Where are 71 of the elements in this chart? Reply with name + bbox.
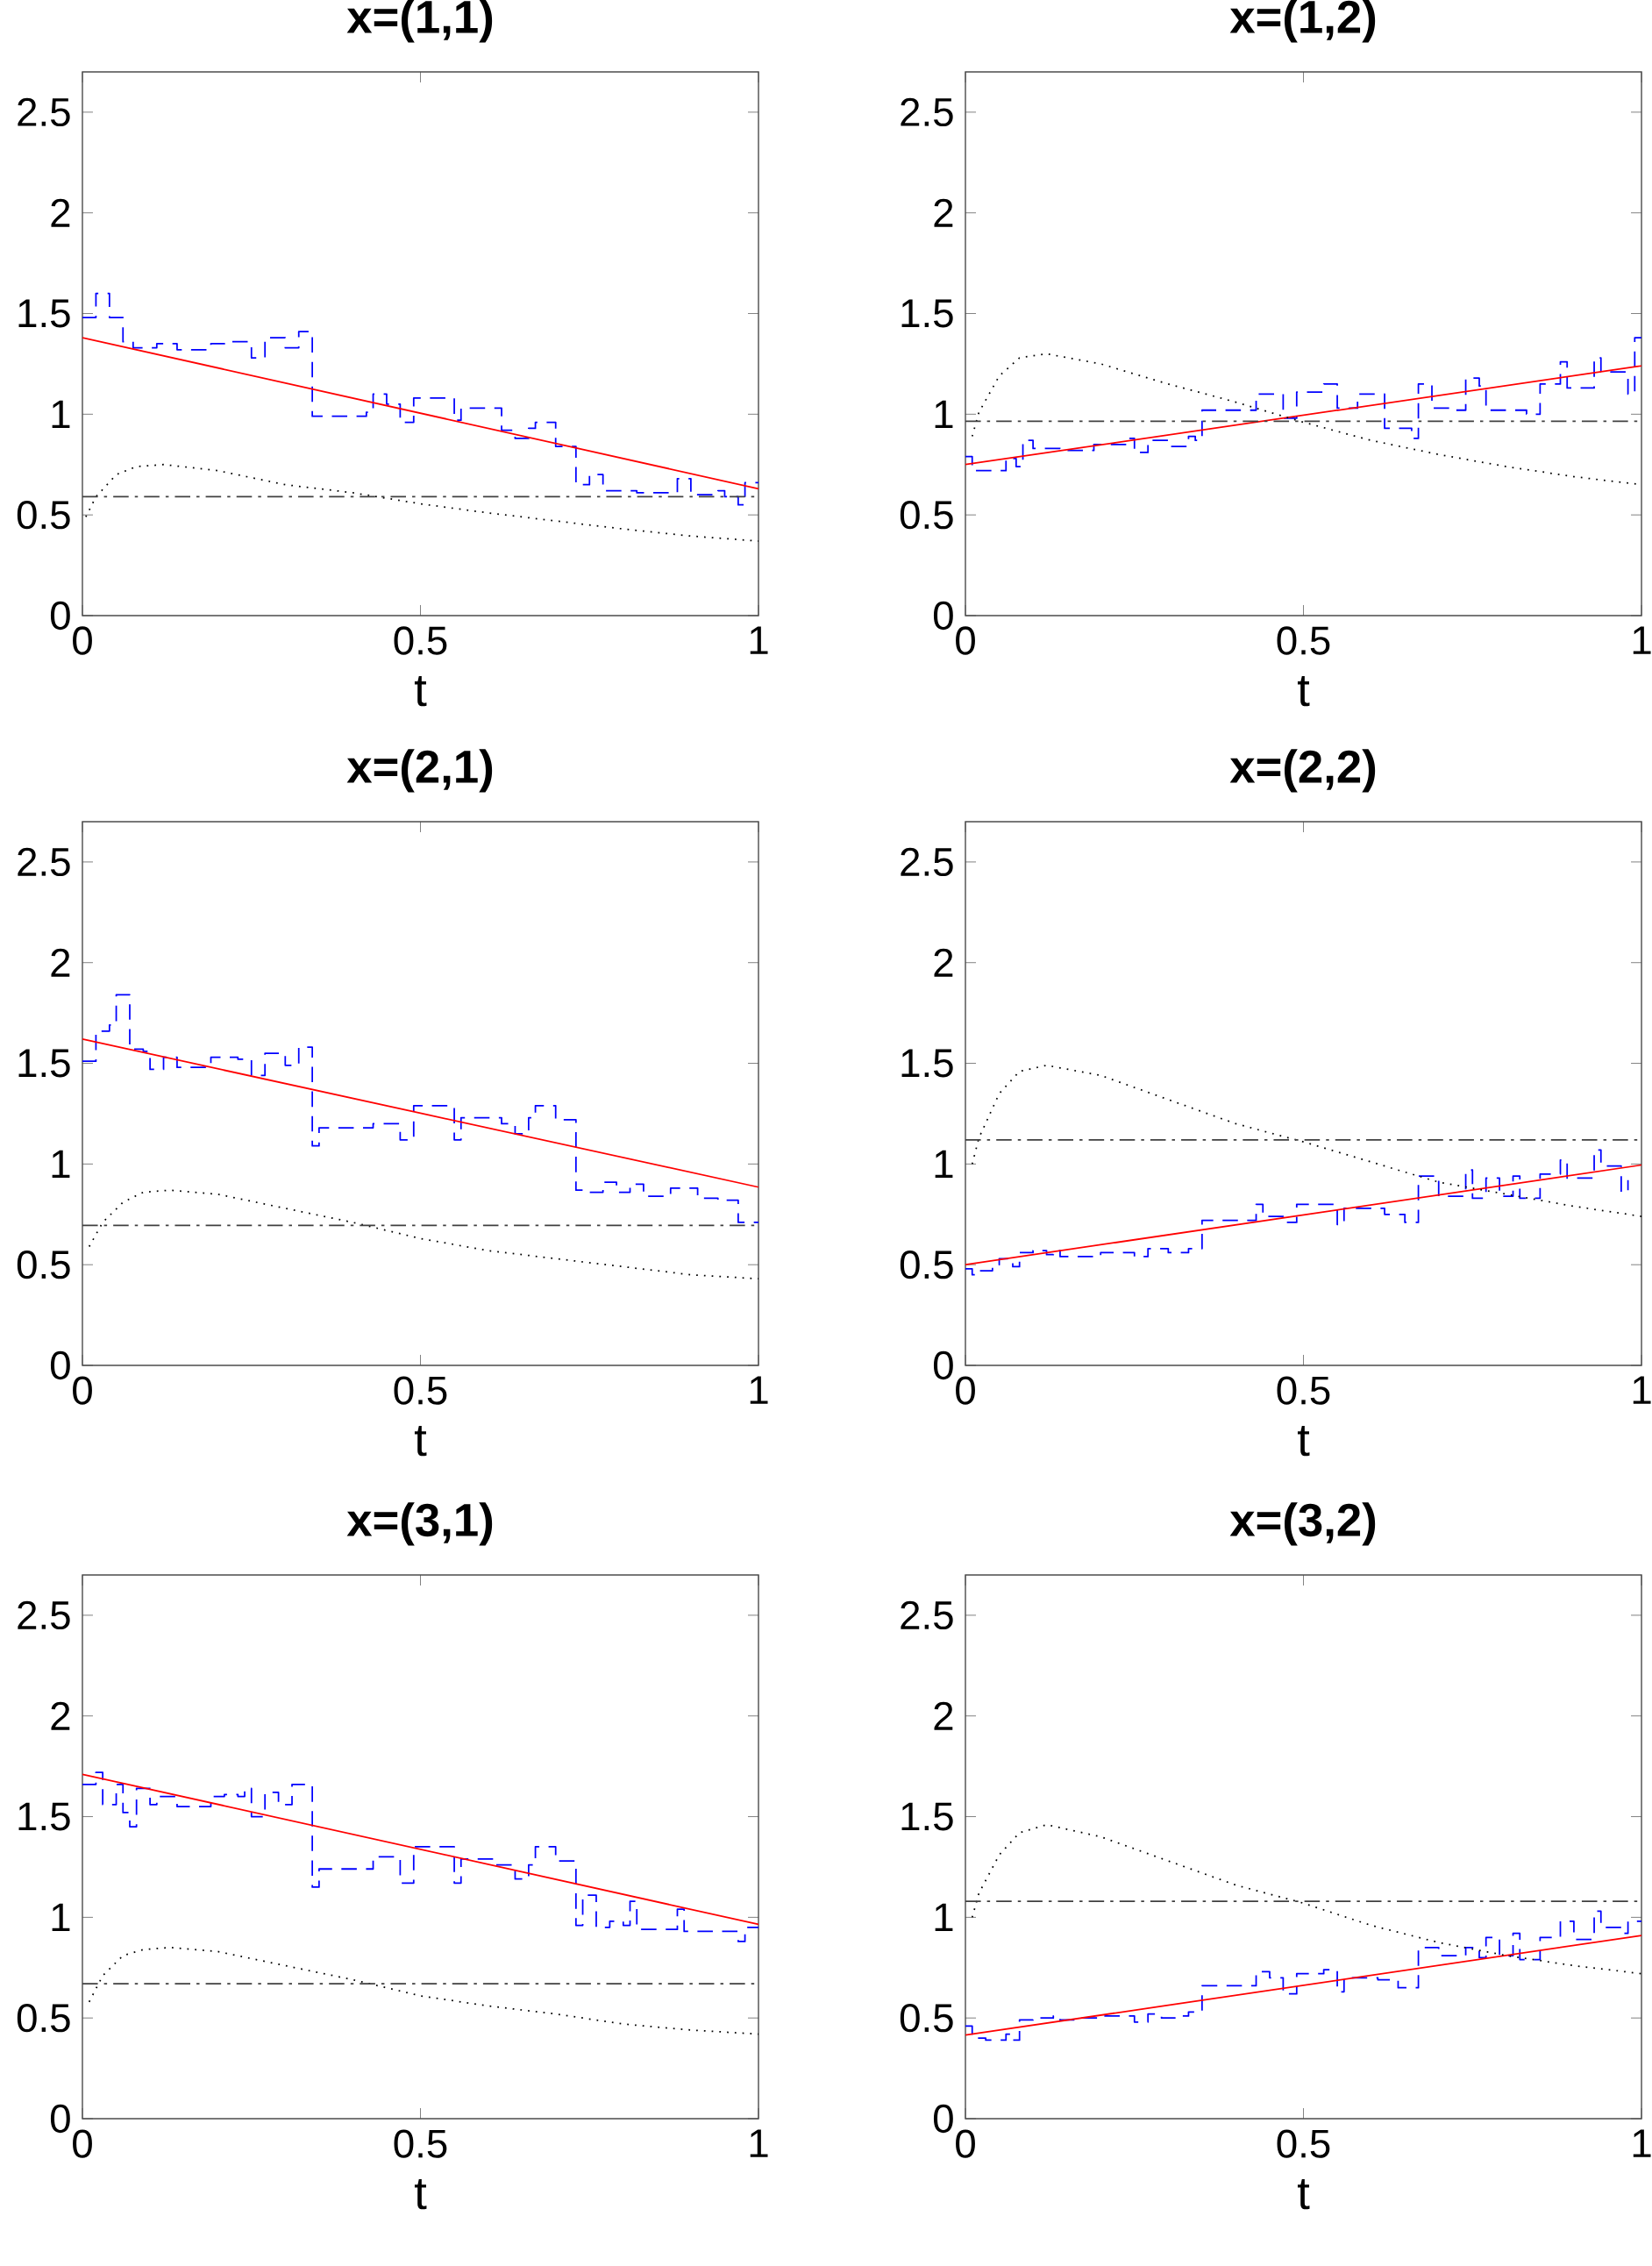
y-tick-label: 1 [52,1150,70,1179]
y-tick-label: 2.5 [901,1600,953,1630]
y-tick-label: 1.5 [901,1049,953,1078]
x-tick-label: 1 [1633,2129,1651,2157]
y-tick-label: 1.5 [18,1802,70,1831]
x-tick-label: 1 [750,1376,768,1404]
y-tick-label: 2.5 [18,1600,70,1630]
x-tick-label: 0.5 [394,2129,447,2158]
y-tick-label: 0.5 [17,2004,70,2033]
y-tick-label: 2 [934,198,953,227]
x-axis-title: t [1297,2178,1310,2210]
x-tick-label: 0.5 [1277,626,1330,655]
y-tick-label: 0.5 [900,1250,953,1279]
y-tick-label: 0 [50,1350,70,1380]
y-tick-label: 1.5 [901,1802,953,1831]
y-tick-label: 0.5 [17,1250,70,1279]
chart-title: x=(3,2) [1229,1502,1376,1546]
y-tick-label: 0.5 [17,500,70,530]
y-tick-label: 2.5 [901,97,953,127]
y-tick-label: 0 [50,601,70,631]
chart-title: x=(1,1) [346,0,493,43]
line-series [971,1064,1642,1217]
chart-title: x=(2,2) [1229,749,1376,793]
y-tick-label: 1 [935,1150,953,1179]
y-tick-label: 0 [933,1350,953,1380]
y-tick-label: 0 [50,2104,70,2134]
y-tick-label: 2 [51,1701,70,1730]
y-tick-label: 1 [935,1903,953,1932]
y-tick-label: 1 [52,400,70,429]
y-tick-label: 2.5 [18,97,70,127]
y-tick-label: 2 [51,948,70,977]
y-tick-label: 2.5 [18,847,70,877]
line-series [88,1189,759,1280]
y-tick-label: 2 [934,1701,953,1730]
chart-title: x=(2,1) [346,749,493,793]
x-axis-title: t [1297,1425,1310,1457]
x-tick-label: 0 [956,626,975,655]
y-tick-label: 0 [933,2104,953,2134]
x-tick-label: 1 [1633,1376,1651,1404]
x-axis-title: t [414,1425,427,1457]
line-series [971,1823,1642,1975]
x-tick-label: 0 [956,2129,975,2158]
y-tick-label: 1.5 [18,1049,70,1078]
x-axis-title: t [414,2178,427,2210]
x-axis-title: t [414,675,427,707]
x-tick-label: 0.5 [1277,2129,1330,2158]
y-tick-label: 0.5 [900,500,953,530]
x-tick-label: 0 [73,626,92,655]
x-tick-label: 1 [750,626,768,654]
x-tick-label: 0 [73,1376,92,1405]
y-tick-label: 1 [52,1903,70,1932]
x-tick-label: 0.5 [394,1376,447,1405]
y-tick-label: 2 [934,948,953,977]
chart-title: x=(3,1) [346,1502,493,1546]
chart-title: x=(1,2) [1229,0,1376,43]
x-tick-label: 1 [1633,626,1651,654]
y-tick-label: 1.5 [18,299,70,328]
x-tick-label: 0.5 [1277,1376,1330,1405]
y-tick-label: 0.5 [900,2004,953,2033]
y-tick-label: 2 [51,198,70,227]
x-axis-title: t [1297,675,1310,707]
y-tick-label: 1 [935,400,953,429]
y-tick-label: 1.5 [901,299,953,328]
x-tick-label: 0 [956,1376,975,1405]
y-tick-label: 2.5 [901,847,953,877]
line-series [84,463,759,542]
x-tick-label: 1 [750,2129,768,2157]
line-series [88,1946,759,2035]
x-tick-label: 0 [73,2129,92,2158]
x-tick-label: 0.5 [394,626,447,655]
y-tick-label: 0 [933,601,953,631]
